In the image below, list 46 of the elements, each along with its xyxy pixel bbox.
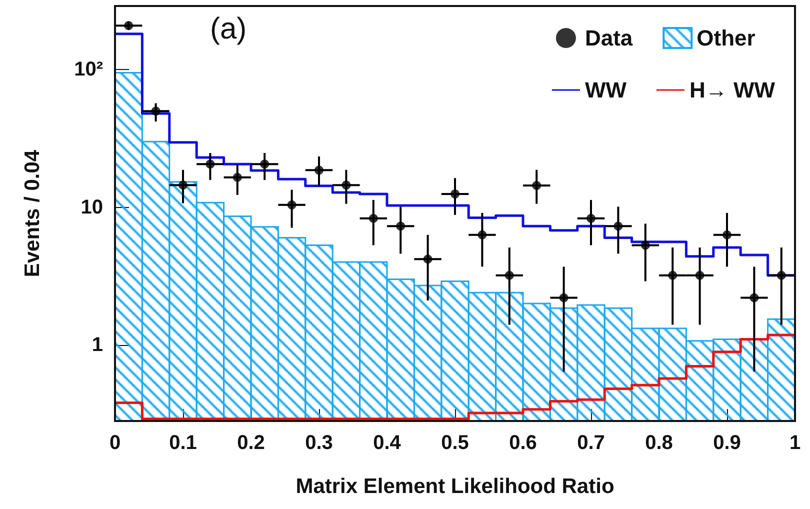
x-tick-label: 0.9 (713, 432, 741, 454)
point (287, 200, 296, 210)
point (532, 180, 542, 190)
y-tick-label: 1 (92, 334, 103, 356)
x-tick-label: 0.5 (441, 432, 469, 454)
x-tick-label: 0 (109, 432, 121, 454)
point (423, 254, 432, 264)
y-tick-label: 10 (80, 196, 103, 218)
point (586, 214, 596, 223)
point (206, 160, 215, 169)
legend-label: WW (584, 78, 627, 102)
x-tick-label: 1 (789, 432, 801, 454)
point (151, 106, 160, 116)
point (260, 160, 270, 169)
legend-label: Data (584, 26, 634, 50)
x-tick-label: 0.6 (509, 432, 537, 454)
point (314, 166, 324, 175)
point (232, 172, 242, 182)
x-tick-label: 0.7 (577, 432, 605, 454)
point (559, 293, 568, 302)
point (342, 180, 351, 190)
annotation: (a) (210, 12, 247, 46)
x-axis-title: Matrix Element Likelihood Ratio (296, 475, 614, 498)
x-tick-label: 0.8 (645, 432, 673, 454)
x-tick-label: 0.2 (237, 432, 265, 454)
point (368, 214, 378, 223)
x-tick-label: 0.4 (373, 432, 402, 454)
legend-label: Other (696, 26, 756, 50)
point (722, 230, 732, 240)
point (450, 189, 460, 198)
legend-label: H→ WW (689, 78, 776, 102)
y-tick-label: 10² (74, 58, 104, 81)
point (504, 270, 514, 280)
point (668, 270, 678, 280)
point (478, 230, 487, 240)
point (614, 222, 623, 231)
x-tick-label: 0.3 (305, 432, 333, 454)
point (750, 293, 759, 302)
y-axis-title: Events / 0.04 (21, 150, 44, 278)
point (124, 21, 134, 30)
point (396, 222, 406, 231)
point (640, 240, 650, 250)
point (695, 270, 704, 280)
point (776, 270, 786, 280)
x-tick-label: 0.1 (169, 432, 197, 454)
point (178, 180, 188, 190)
